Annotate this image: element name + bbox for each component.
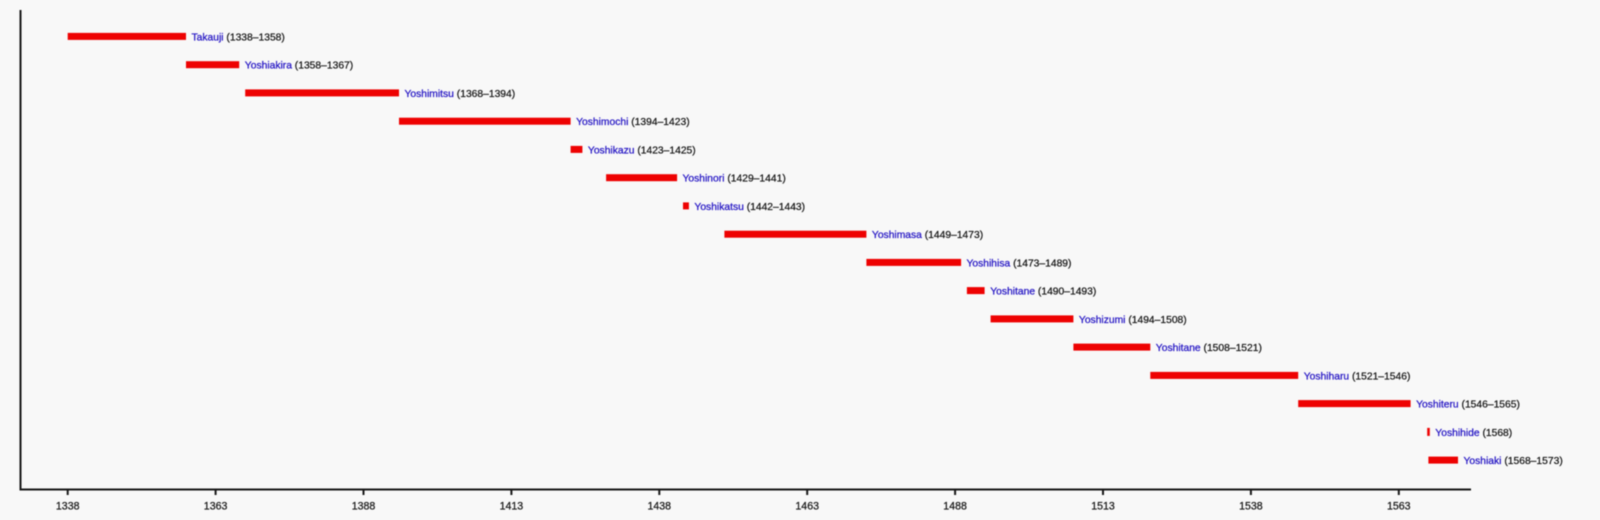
svg-text:Yoshitane (1490–1493): Yoshitane (1490–1493) <box>990 287 1096 298</box>
svg-text:Takauji (1338–1358): Takauji (1338–1358) <box>192 32 285 43</box>
svg-text:1413: 1413 <box>500 501 524 513</box>
svg-text:1388: 1388 <box>352 501 376 513</box>
svg-text:Yoshinori (1429–1441): Yoshinori (1429–1441) <box>683 174 786 185</box>
svg-text:1563: 1563 <box>1387 501 1411 513</box>
svg-text:Yoshitane (1508–1521): Yoshitane (1508–1521) <box>1156 343 1262 354</box>
svg-text:1438: 1438 <box>648 501 672 513</box>
svg-text:1463: 1463 <box>795 501 819 513</box>
svg-text:1538: 1538 <box>1239 501 1263 513</box>
svg-text:Yoshiakira (1358–1367): Yoshiakira (1358–1367) <box>245 61 353 72</box>
svg-text:Yoshiharu (1521–1546): Yoshiharu (1521–1546) <box>1304 371 1411 382</box>
svg-text:Yoshihide (1568): Yoshihide (1568) <box>1435 428 1512 439</box>
svg-text:Yoshimitsu (1368–1394): Yoshimitsu (1368–1394) <box>405 89 516 100</box>
svg-text:1338: 1338 <box>56 501 80 513</box>
svg-text:Yoshikatsu (1442–1443): Yoshikatsu (1442–1443) <box>694 202 805 213</box>
svg-text:Yoshihisa (1473–1489): Yoshihisa (1473–1489) <box>967 258 1072 269</box>
svg-text:Yoshimasa (1449–1473): Yoshimasa (1449–1473) <box>872 230 983 241</box>
svg-text:Yoshizumi (1494–1508): Yoshizumi (1494–1508) <box>1079 315 1187 326</box>
svg-text:1363: 1363 <box>204 501 228 513</box>
svg-text:1488: 1488 <box>943 501 967 513</box>
svg-text:Yoshiaki (1568–1573): Yoshiaki (1568–1573) <box>1464 456 1563 467</box>
svg-text:1513: 1513 <box>1091 501 1115 513</box>
svg-text:Yoshimochi (1394–1423): Yoshimochi (1394–1423) <box>576 117 690 128</box>
svg-text:Yoshiteru (1546–1565): Yoshiteru (1546–1565) <box>1416 400 1520 411</box>
svg-text:Yoshikazu (1423–1425): Yoshikazu (1423–1425) <box>588 145 696 156</box>
